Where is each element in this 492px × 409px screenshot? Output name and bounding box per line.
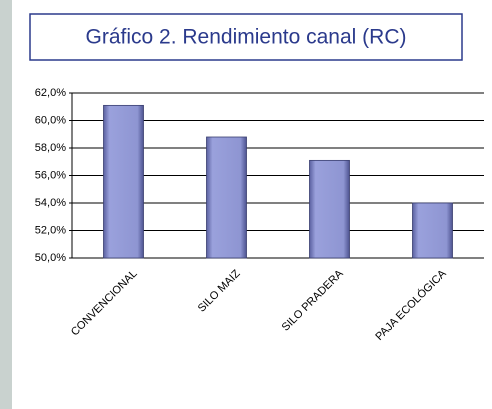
y-tick-label: 54,0% — [35, 197, 66, 209]
panel — [12, 0, 492, 409]
y-tick-label: 52,0% — [35, 224, 66, 236]
y-tick-label: 58,0% — [35, 142, 66, 154]
bar — [103, 104, 144, 259]
y-tick-label: 56,0% — [35, 169, 66, 181]
y-tick-label: 50,0% — [35, 252, 66, 264]
bar — [309, 159, 350, 259]
title-box — [29, 13, 463, 61]
chart-title: Gráfico 2. Rendimiento canal (RC) — [86, 26, 407, 49]
bar — [412, 202, 453, 259]
bar — [206, 136, 247, 259]
y-tick-label: 60,0% — [35, 114, 66, 126]
y-tick-label: 62,0% — [35, 87, 66, 99]
